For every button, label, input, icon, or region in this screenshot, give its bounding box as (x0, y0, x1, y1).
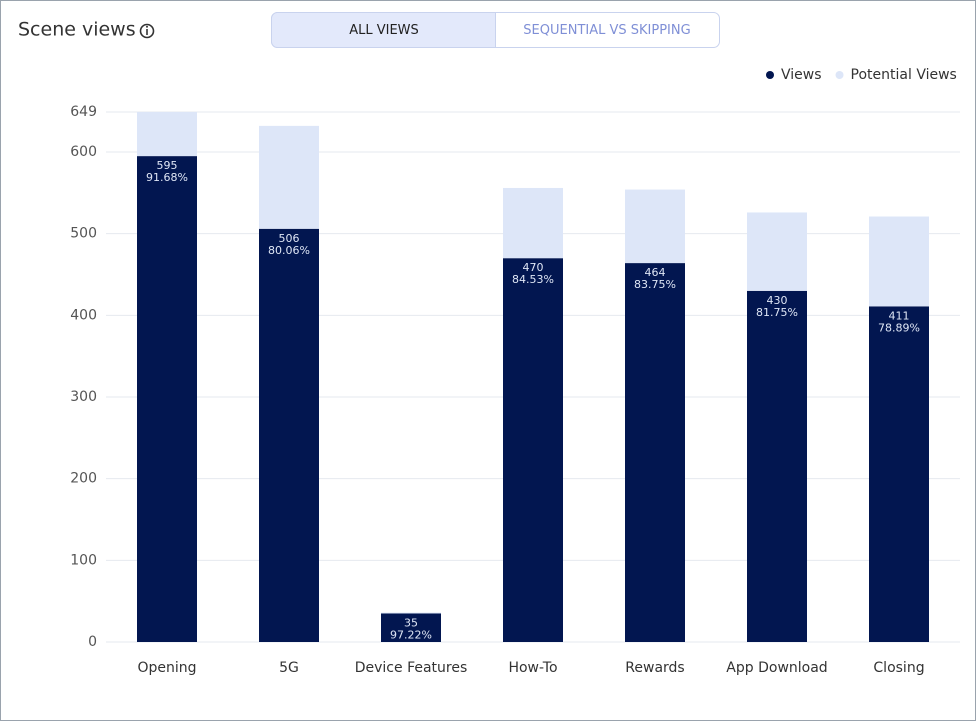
bar (625, 189, 685, 264)
value-label: 464 (645, 266, 666, 279)
percent-label: 80.06% (268, 244, 310, 257)
legend-swatch (766, 71, 774, 79)
value-label: 595 (157, 159, 178, 172)
percent-label: 97.22% (390, 628, 432, 641)
value-label: 470 (523, 261, 544, 274)
percent-label: 78.89% (878, 321, 920, 334)
percent-label: 81.75% (756, 306, 798, 319)
bar (503, 258, 563, 642)
percent-label: 91.68% (146, 171, 188, 184)
y-tick-label: 200 (70, 471, 97, 487)
bar (747, 290, 807, 642)
value-label: 506 (279, 232, 300, 245)
x-tick-label: Rewards (625, 660, 684, 676)
y-tick-label: 300 (70, 389, 97, 405)
value-label: 411 (889, 309, 910, 322)
percent-label: 84.53% (512, 273, 554, 286)
legend-label: Potential Views (851, 67, 957, 83)
y-tick-label: 500 (70, 226, 97, 242)
x-tick-label: Device Features (355, 660, 468, 676)
value-label: 430 (767, 294, 788, 307)
bar (625, 263, 685, 642)
x-tick-label: App Download (726, 660, 827, 676)
bar (869, 306, 929, 642)
y-tick-label: 649 (70, 104, 97, 120)
bar (869, 216, 929, 307)
chart-title: Scene views (18, 19, 136, 41)
tab-active[interactable] (271, 12, 496, 48)
y-tick-label: 400 (70, 307, 97, 323)
bar (381, 612, 441, 614)
tab-group: ALL VIEWS SEQUENTIAL VS SKIPPING (271, 12, 720, 48)
legend-label: Views (781, 67, 822, 83)
y-tick-label: 100 (70, 552, 97, 568)
x-tick-label: Opening (137, 660, 196, 676)
legend-swatch (835, 71, 844, 79)
x-tick-label: How-To (508, 660, 557, 676)
tab[interactable]: SEQUENTIAL VS SKIPPING (523, 23, 690, 38)
y-tick-label: 600 (70, 144, 97, 160)
bar (381, 613, 441, 642)
y-tick-label: 0 (88, 634, 97, 650)
bar (137, 112, 197, 157)
bar (747, 212, 807, 291)
x-tick-label: 5G (279, 660, 299, 676)
info-icon[interactable] (139, 23, 155, 39)
bar (503, 187, 563, 259)
x-tick-label: Closing (873, 660, 924, 676)
bar (137, 156, 197, 642)
value-label: 35 (404, 616, 418, 629)
tab[interactable]: ALL VIEWS (349, 23, 419, 38)
percent-label: 83.75% (634, 278, 676, 291)
bar (259, 228, 319, 642)
bar (259, 125, 319, 229)
